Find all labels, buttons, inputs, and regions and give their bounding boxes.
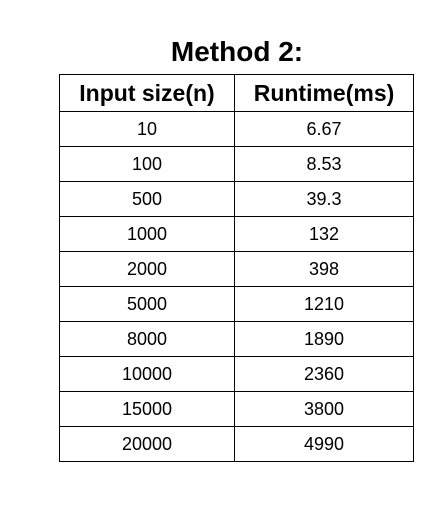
runtime-cell: 6.67 bbox=[234, 111, 414, 147]
runtime-cell: 8.53 bbox=[234, 146, 414, 182]
column-header-input-size: Input size(n) bbox=[59, 74, 235, 112]
table-row: 2000 398 bbox=[59, 251, 414, 287]
input-size-cell: 20000 bbox=[59, 426, 235, 462]
input-size-cell: 5000 bbox=[59, 286, 235, 322]
runtime-table: Input size(n) Runtime(ms) 10 6.67 100 8.… bbox=[59, 74, 414, 462]
table-row: 5000 1210 bbox=[59, 286, 414, 322]
table-row: 10000 2360 bbox=[59, 356, 414, 392]
input-size-cell: 2000 bbox=[59, 251, 235, 287]
runtime-cell: 1890 bbox=[234, 321, 414, 357]
input-size-cell: 15000 bbox=[59, 391, 235, 427]
table-row: 500 39.3 bbox=[59, 181, 414, 217]
table-row: 1000 132 bbox=[59, 216, 414, 252]
input-size-cell: 1000 bbox=[59, 216, 235, 252]
table-row: 15000 3800 bbox=[59, 391, 414, 427]
input-size-cell: 10000 bbox=[59, 356, 235, 392]
input-size-cell: 500 bbox=[59, 181, 235, 217]
runtime-cell: 2360 bbox=[234, 356, 414, 392]
page-title: Method 2: bbox=[170, 36, 304, 67]
input-size-cell: 10 bbox=[59, 111, 235, 147]
runtime-cell: 132 bbox=[234, 216, 414, 252]
runtime-cell: 4990 bbox=[234, 426, 414, 462]
input-size-cell: 8000 bbox=[59, 321, 235, 357]
table-row: 20000 4990 bbox=[59, 426, 414, 462]
table-row: 8000 1890 bbox=[59, 321, 414, 357]
table-row: 100 8.53 bbox=[59, 146, 414, 182]
column-header-runtime: Runtime(ms) bbox=[234, 74, 414, 112]
runtime-cell: 1210 bbox=[234, 286, 414, 322]
table-row: 10 6.67 bbox=[59, 111, 414, 147]
runtime-cell: 398 bbox=[234, 251, 414, 287]
runtime-cell: 39.3 bbox=[234, 181, 414, 217]
table-header-row: Input size(n) Runtime(ms) bbox=[59, 74, 414, 112]
input-size-cell: 100 bbox=[59, 146, 235, 182]
runtime-cell: 3800 bbox=[234, 391, 414, 427]
